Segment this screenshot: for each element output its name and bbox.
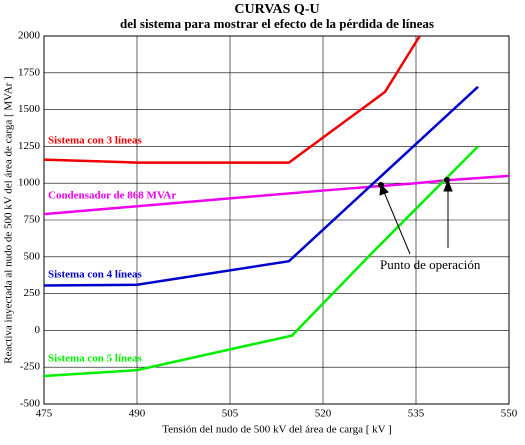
x-tick-label: 520 (315, 408, 332, 420)
y-tick-label: -500 (20, 398, 41, 410)
y-tick-label: 1750 (18, 66, 41, 78)
x-tick-label: 535 (408, 408, 425, 420)
operating-point (378, 182, 384, 188)
arrows (378, 177, 453, 255)
series-line (43, 145, 479, 378)
series-label: Sistema con 5 líneas (48, 353, 143, 365)
series-label: Sistema con 4 líneas (48, 269, 143, 281)
series-line (43, 85, 479, 287)
x-tick-label: 475 (36, 408, 53, 420)
annotation: Punto de operación (380, 257, 481, 272)
chart-subtitle: del sistema para mostrar el efecto de la… (120, 16, 434, 31)
series-label: Sistema con 3 líneas (48, 135, 143, 147)
x-axis-label: Tensión del nudo de 500 kV del área de c… (162, 424, 392, 436)
y-tick-label: 500 (24, 250, 41, 262)
chart-title: CURVAS Q-U (234, 2, 319, 17)
series-line (43, 174, 510, 216)
y-tick-label: 1250 (18, 140, 41, 152)
operating-point (444, 177, 450, 183)
series-label: Condensador de 868 MVAr (48, 190, 176, 202)
y-tick-label: 1000 (18, 177, 41, 189)
y-tick-label: 0 (35, 324, 41, 336)
y-tick-label: -250 (20, 361, 41, 373)
x-tick-label: 505 (222, 408, 239, 420)
x-tick-label: 550 (501, 408, 518, 420)
y-tick-label: 1500 (18, 103, 41, 115)
arrow (383, 191, 411, 255)
y-tick-label: 750 (24, 214, 41, 226)
y-axis-label: Reactiva inyectada al nudo de 500 kV del… (3, 76, 15, 363)
arrow-head (443, 179, 453, 192)
series-line (43, 35, 421, 164)
y-tick-label: 250 (24, 287, 41, 299)
y-tick-label: 2000 (18, 30, 41, 42)
x-tick-label: 490 (129, 408, 146, 420)
